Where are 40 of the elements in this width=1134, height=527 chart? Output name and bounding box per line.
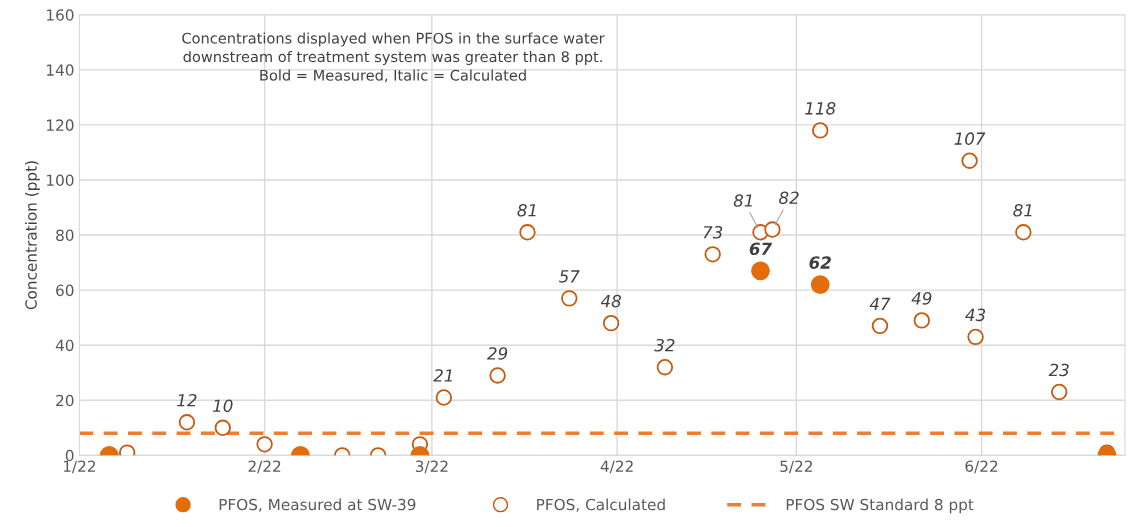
data-label: 81 [1013,203,1032,217]
x-tick-label: 3/22 [415,460,448,474]
x-tick-label: 6/22 [965,460,998,474]
y-tick-label: 120 [47,119,74,131]
annotation: Concentrations displayed when PFOS in the surface water downstream of treatment system was greater than 8 ppt. Bold = Measured, Italic = Calculated [182,32,605,83]
y-tick-label: 140 [47,64,74,76]
y-tick-label: 20 [56,394,74,407]
data-label: 47 [869,297,891,310]
data-label: 43 [965,308,986,322]
data-label: 10 [212,399,233,413]
data-label: 73 [703,225,723,239]
x-tick-label: 1/22 [63,460,95,474]
y-tick-label: 60 [56,284,74,297]
data-label: 82 [779,191,799,205]
data-label: 57 [559,270,580,283]
data-label: 21 [433,369,452,382]
x-tick-label: 5/22 [780,460,812,474]
legend-label: PFOS SW Standard 8 ppt [786,498,974,514]
x-tick-label: 2/22 [248,460,281,474]
y-tick-label: 0 [65,449,74,462]
data-label: 49 [911,292,932,305]
y-tick-label: 40 [55,339,74,352]
data-label: 107 [954,132,986,145]
data-label: 118 [805,102,836,115]
data-label: 32 [654,338,675,352]
legend-label: PFOS, Measured at SW-39 [219,498,416,512]
x-tick-label: 4/22 [600,460,633,474]
y-tick-label: 80 [56,229,74,242]
y-tick-label: 160 [47,9,74,21]
data-label: 81 [733,194,752,207]
data-label: 23 [1048,363,1069,377]
data-label: 67 [749,242,773,256]
data-label: 12 [177,393,197,407]
data-label: 81 [517,203,536,217]
legend-label: PFOS, Calculated [537,498,665,512]
data-label: 29 [487,347,508,360]
data-label: 48 [600,294,621,308]
y-axis-title: Concentration (ppt) [25,161,40,310]
data-label: 62 [809,256,831,269]
y-tick-label: 100 [47,174,74,186]
